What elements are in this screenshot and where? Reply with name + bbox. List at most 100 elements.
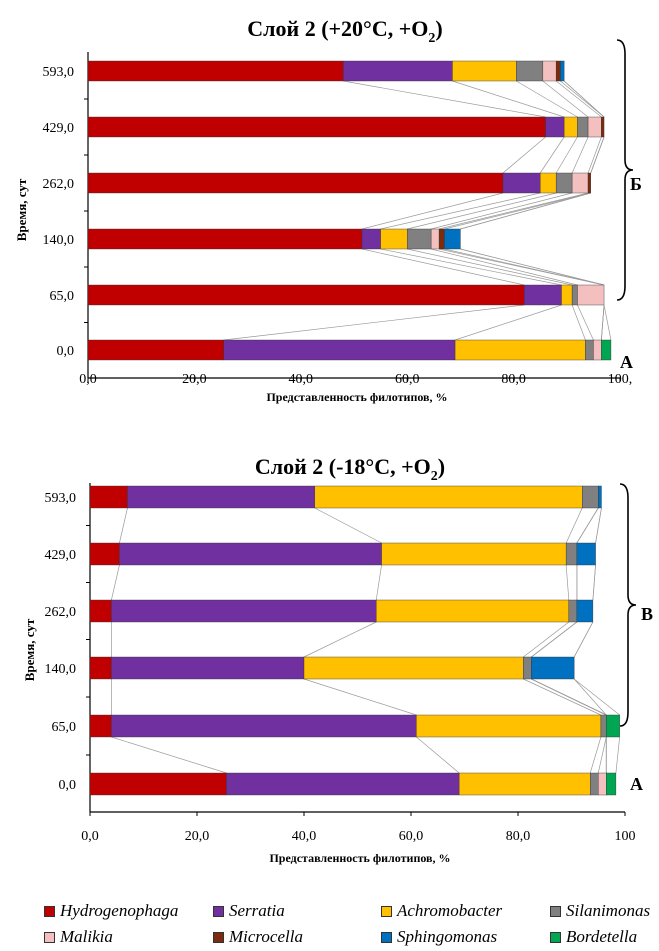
legend-label-bordetella: Bordetella — [566, 927, 638, 946]
top-bar-silanimonas-593-0 — [516, 60, 544, 82]
legend-swatch-serratia — [213, 905, 224, 917]
top-bar-hydrogenophaga-140-0 — [87, 228, 363, 250]
legend-item-silanimonas: Silanimonas — [550, 901, 650, 921]
top-bar-malikia-65-0 — [577, 284, 605, 306]
top-connector-line — [542, 80, 589, 118]
bottom-bar-hydrogenophaga-429-0 — [89, 542, 120, 566]
top-y-tick-label: 65,0 — [50, 289, 75, 304]
bottom-connector-line — [531, 678, 607, 716]
top-x-tick-label: 80,0 — [501, 372, 526, 387]
bottom-bar-sphingomonas-140-0 — [531, 656, 575, 680]
top-connector-line — [571, 304, 586, 341]
top-chart-plot: 0,0 20,0 40,0 60,0 80,0 100, 593,0 429,0 262,0 14… — [43, 39, 642, 387]
top-bar-achromobacter-140-0 — [380, 228, 408, 250]
top-bar-silanimonas-0-0 — [585, 339, 594, 361]
bottom-connector-line — [303, 621, 377, 658]
bottom-connector-line — [111, 564, 120, 601]
top-x-tick-label: 60,0 — [395, 372, 420, 387]
bottom-bar-achromobacter-65-0 — [416, 714, 602, 738]
top-bar-microcella-429-0 — [601, 116, 605, 138]
bottom-chart-y-axis-label: Время, сут — [22, 618, 37, 681]
top-connector-line — [431, 248, 578, 286]
top-bar-serratia-262-0 — [502, 172, 541, 194]
legend-swatch-hydrogenophaga — [44, 905, 55, 917]
legend-label-sphingomonas: Sphingomonas — [397, 927, 498, 946]
top-connector-line — [587, 136, 602, 174]
bottom-bar-serratia-429-0 — [119, 542, 382, 566]
legend-item-microcella: Microcella — [213, 927, 303, 947]
bottom-connector-line — [523, 678, 602, 716]
top-bar-malikia-140-0 — [430, 228, 440, 250]
figure: Слой 2 (+20°C, +O2) Время, сут Представл… — [14, 16, 653, 865]
bottom-connector-line — [303, 678, 417, 716]
top-bar-malikia-593-0 — [542, 60, 557, 82]
legend-swatch-malikia — [44, 931, 55, 943]
bottom-connector-line — [592, 564, 596, 601]
bottom-x-tick-label: 80,0 — [506, 829, 531, 844]
legend-swatch-sphingomonas — [381, 931, 392, 943]
top-connector-line — [439, 192, 589, 230]
top-group-label-0: Б — [630, 174, 642, 194]
top-bar-hydrogenophaga-262-0 — [87, 172, 504, 194]
bottom-bar-hydrogenophaga-65-0 — [89, 714, 112, 738]
top-group-brace — [616, 39, 634, 301]
top-connector-line — [454, 304, 562, 341]
top-bar-serratia-0-0 — [223, 339, 456, 361]
bottom-y-tick-label: 0,0 — [59, 778, 77, 793]
top-connector-line — [601, 304, 605, 341]
bottom-bar-hydrogenophaga-0-0 — [89, 772, 227, 796]
top-chart-y-axis-label: Время, сут — [14, 178, 29, 241]
legend-swatch-microcella — [213, 931, 224, 943]
bottom-group-label-0: B — [641, 604, 653, 624]
bottom-y-tick-label: 140,0 — [45, 662, 77, 677]
top-x-tick-label: 20,0 — [182, 372, 207, 387]
bottom-connector-lines — [111, 507, 620, 774]
bottom-bar-malikia-0-0 — [598, 772, 607, 796]
top-connector-line — [380, 248, 562, 286]
top-bar-hydrogenophaga-0-0 — [87, 339, 224, 361]
top-connector-line — [590, 136, 605, 174]
legend-label-serratia: Serratia — [229, 901, 285, 920]
bottom-chart-x-axis-label: Представленность филотипов, % — [269, 851, 450, 865]
top-bar-silanimonas-65-0 — [571, 284, 578, 306]
top-x-tick-label: 40,0 — [289, 372, 314, 387]
legend-swatch-silanimonas — [550, 905, 561, 917]
top-connector-line — [343, 80, 546, 118]
bottom-connector-line — [565, 564, 570, 601]
bottom-connector-line — [314, 507, 382, 544]
top-connector-line — [452, 80, 565, 118]
bottom-bar-achromobacter-429-0 — [381, 542, 567, 566]
bottom-y-tick-label: 593,0 — [45, 491, 77, 506]
top-connector-line — [444, 192, 591, 230]
top-bar-sphingomonas-140-0 — [444, 228, 461, 250]
top-bar-hydrogenophaga-429-0 — [87, 116, 546, 138]
top-bar-bordetella-0-0 — [601, 339, 612, 361]
legend-label-silanimonas: Silanimonas — [566, 901, 651, 920]
top-group-label-1: A — [620, 352, 633, 372]
legend-item-malikia: Malikia — [44, 927, 113, 947]
bottom-connector-line — [597, 736, 607, 774]
top-connector-line — [555, 80, 602, 118]
top-connector-line — [603, 304, 612, 341]
bottom-connector-line — [576, 507, 599, 544]
top-bar-microcella-140-0 — [438, 228, 445, 250]
bottom-bar-serratia-65-0 — [111, 714, 417, 738]
top-bar-microcella-593-0 — [555, 60, 561, 82]
top-connector-line — [407, 248, 573, 286]
legend-item-hydrogenophaga: Hydrogenophaga — [44, 901, 178, 921]
top-bar-malikia-262-0 — [571, 172, 589, 194]
bottom-connector-line — [615, 736, 620, 774]
bottom-bar-achromobacter-262-0 — [376, 599, 570, 623]
bottom-x-tick-label: 100 — [615, 829, 636, 844]
bottom-bar-achromobacter-0-0 — [458, 772, 591, 796]
bottom-bar-silanimonas-0-0 — [590, 772, 599, 796]
legend-swatch-bordetella — [550, 931, 561, 943]
top-bar-hydrogenophaga-65-0 — [87, 284, 525, 306]
top-bar-serratia-593-0 — [343, 60, 453, 82]
top-bar-achromobacter-593-0 — [452, 60, 517, 82]
top-y-tick-label: 593,0 — [43, 65, 75, 80]
bottom-bar-silanimonas-429-0 — [565, 542, 578, 566]
bottom-bar-sphingomonas-262-0 — [576, 599, 594, 623]
bottom-bar-bordetella-65-0 — [606, 714, 620, 738]
top-bar-serratia-65-0 — [524, 284, 562, 306]
